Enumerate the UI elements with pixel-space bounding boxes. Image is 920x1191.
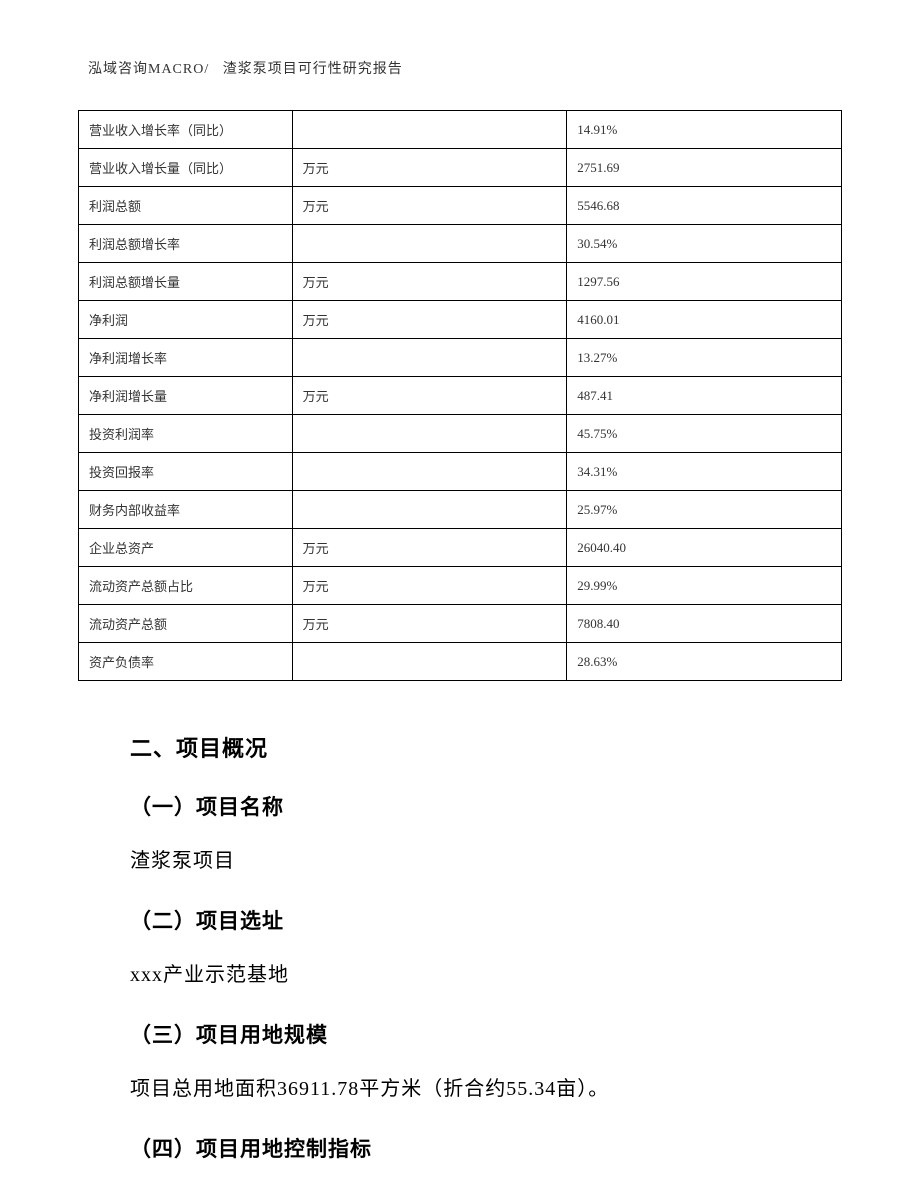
table-row: 营业收入增长率（同比） 14.91% [79, 111, 842, 149]
table-row: 投资回报率 34.31% [79, 453, 842, 491]
cell-value: 14.91% [567, 111, 842, 149]
header-title: 渣浆泵项目可行性研究报告 [223, 62, 403, 77]
header-company: 泓域咨询MACRO/ [88, 62, 209, 77]
cell-unit: 万元 [292, 377, 567, 415]
table-row: 企业总资产 万元 26040.40 [79, 529, 842, 567]
cell-value: 2751.69 [567, 149, 842, 187]
table-row: 利润总额增长量 万元 1297.56 [79, 263, 842, 301]
cell-unit [292, 453, 567, 491]
sub-heading-3: （三）项目用地规模 [130, 1019, 822, 1049]
table-body: 营业收入增长率（同比） 14.91% 营业收入增长量（同比） 万元 2751.6… [79, 111, 842, 681]
sub-heading-2: （二）项目选址 [130, 905, 822, 935]
cell-label: 营业收入增长量（同比） [79, 149, 293, 187]
cell-label: 企业总资产 [79, 529, 293, 567]
cell-value: 30.54% [567, 225, 842, 263]
cell-value: 29.99% [567, 567, 842, 605]
body-text-3: 项目总用地面积36911.78平方米（折合约55.34亩）。 [82, 1073, 822, 1105]
cell-unit [292, 415, 567, 453]
cell-value: 4160.01 [567, 301, 842, 339]
table-row: 流动资产总额占比 万元 29.99% [79, 567, 842, 605]
cell-value: 26040.40 [567, 529, 842, 567]
cell-unit: 万元 [292, 567, 567, 605]
cell-value: 25.97% [567, 491, 842, 529]
cell-value: 45.75% [567, 415, 842, 453]
table-row: 资产负债率 28.63% [79, 643, 842, 681]
table-row: 净利润增长率 13.27% [79, 339, 842, 377]
table-row: 财务内部收益率 25.97% [79, 491, 842, 529]
table-row: 利润总额 万元 5546.68 [79, 187, 842, 225]
cell-value: 5546.68 [567, 187, 842, 225]
cell-value: 487.41 [567, 377, 842, 415]
cell-unit: 万元 [292, 149, 567, 187]
table-row: 营业收入增长量（同比） 万元 2751.69 [79, 149, 842, 187]
table-row: 净利润 万元 4160.01 [79, 301, 842, 339]
cell-unit [292, 643, 567, 681]
cell-value: 1297.56 [567, 263, 842, 301]
cell-unit: 万元 [292, 529, 567, 567]
cell-label: 资产负债率 [79, 643, 293, 681]
cell-label: 流动资产总额 [79, 605, 293, 643]
cell-label: 投资利润率 [79, 415, 293, 453]
table-row: 净利润增长量 万元 487.41 [79, 377, 842, 415]
content-area: 营业收入增长率（同比） 14.91% 营业收入增长量（同比） 万元 2751.6… [78, 110, 842, 1187]
cell-unit: 万元 [292, 263, 567, 301]
cell-value: 7808.40 [567, 605, 842, 643]
main-heading: 二、项目概况 [130, 731, 822, 763]
cell-unit [292, 491, 567, 529]
cell-unit: 万元 [292, 301, 567, 339]
cell-label: 利润总额增长率 [79, 225, 293, 263]
table-row: 投资利润率 45.75% [79, 415, 842, 453]
table-row: 利润总额增长率 30.54% [79, 225, 842, 263]
financial-table: 营业收入增长率（同比） 14.91% 营业收入增长量（同比） 万元 2751.6… [78, 110, 842, 681]
cell-unit [292, 225, 567, 263]
page-header: 泓域咨询MACRO/ 渣浆泵项目可行性研究报告 [88, 58, 403, 78]
cell-label: 净利润增长率 [79, 339, 293, 377]
table-row: 流动资产总额 万元 7808.40 [79, 605, 842, 643]
sub-heading-4: （四）项目用地控制指标 [130, 1133, 822, 1163]
body-text-2: xxx产业示范基地 [82, 959, 822, 991]
cell-value: 13.27% [567, 339, 842, 377]
cell-label: 利润总额增长量 [79, 263, 293, 301]
cell-label: 财务内部收益率 [79, 491, 293, 529]
cell-unit: 万元 [292, 187, 567, 225]
sub-heading-1: （一）项目名称 [130, 791, 822, 821]
cell-label: 利润总额 [79, 187, 293, 225]
cell-value: 28.63% [567, 643, 842, 681]
cell-unit [292, 111, 567, 149]
cell-label: 净利润 [79, 301, 293, 339]
body-text-1: 渣浆泵项目 [82, 845, 822, 877]
cell-unit: 万元 [292, 605, 567, 643]
cell-label: 营业收入增长率（同比） [79, 111, 293, 149]
cell-label: 净利润增长量 [79, 377, 293, 415]
sections: 二、项目概况 （一）项目名称 渣浆泵项目 （二）项目选址 xxx产业示范基地 （… [78, 731, 842, 1163]
cell-value: 34.31% [567, 453, 842, 491]
cell-unit [292, 339, 567, 377]
cell-label: 流动资产总额占比 [79, 567, 293, 605]
cell-label: 投资回报率 [79, 453, 293, 491]
